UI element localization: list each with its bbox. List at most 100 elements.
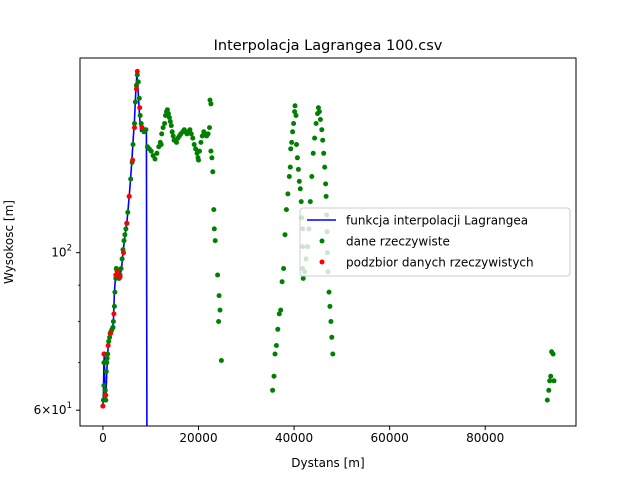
data-point <box>216 319 222 324</box>
data-point <box>270 387 276 393</box>
data-point <box>196 157 201 163</box>
data-point <box>210 169 216 175</box>
chart-title: Interpolacja Lagrangea 100.csv <box>214 38 443 54</box>
data-point <box>136 95 142 101</box>
data-point <box>216 293 222 299</box>
data-point <box>119 256 125 262</box>
data-point <box>212 238 218 244</box>
series-podzbior-danych-rzeczywistych <box>100 68 145 409</box>
data-point <box>117 274 123 280</box>
data-point <box>544 397 550 403</box>
data-point <box>550 351 556 357</box>
data-point <box>307 199 313 205</box>
data-point <box>191 142 197 147</box>
data-point <box>105 343 111 348</box>
legend-marker-swatch <box>319 259 325 265</box>
data-point <box>551 378 557 384</box>
legend-label: funkcja interpolacji Lagrangea <box>346 214 528 228</box>
data-point <box>281 266 287 271</box>
data-point <box>123 226 129 232</box>
data-point <box>130 142 136 147</box>
data-point <box>207 97 213 103</box>
data-point <box>197 148 202 154</box>
data-point <box>112 289 118 295</box>
data-point <box>278 307 284 313</box>
legend-label: dane rzeczywiste <box>346 235 450 249</box>
data-point <box>300 275 306 281</box>
data-point <box>288 146 294 152</box>
data-point <box>154 150 160 156</box>
data-point <box>105 351 111 357</box>
data-point <box>292 109 298 115</box>
data-point <box>170 133 176 139</box>
data-point <box>309 174 315 179</box>
data-point <box>134 68 140 74</box>
data-point <box>143 127 149 133</box>
data-point <box>138 121 144 126</box>
data-point <box>319 127 325 133</box>
data-point <box>108 330 114 336</box>
data-point <box>165 111 171 117</box>
data-point <box>134 72 140 78</box>
data-point <box>548 373 554 379</box>
data-point <box>104 355 110 361</box>
data-point <box>310 150 316 156</box>
data-point <box>326 289 332 295</box>
x-tick-label: 0 <box>99 431 107 445</box>
legend: funkcja interpolacji Lagrangea dane rzecz… <box>299 207 571 277</box>
data-point <box>282 232 288 238</box>
legend-box <box>299 207 571 277</box>
data-point <box>121 250 126 256</box>
data-point <box>295 166 301 172</box>
data-point <box>298 199 304 205</box>
data-point <box>205 131 211 137</box>
data-point <box>124 220 130 226</box>
data-point <box>294 142 299 147</box>
data-point <box>215 272 221 278</box>
x-tick-label: 80000 <box>466 431 504 445</box>
x-tick-label: 60000 <box>371 431 409 445</box>
data-point <box>101 351 107 357</box>
data-point <box>287 164 293 170</box>
data-point <box>271 373 277 379</box>
data-point <box>101 383 107 388</box>
data-point <box>103 392 109 398</box>
data-point <box>107 334 113 340</box>
data-point <box>158 142 164 147</box>
data-point <box>296 178 302 184</box>
data-point <box>159 131 165 137</box>
data-point <box>315 105 321 111</box>
data-point <box>160 125 166 131</box>
data-point <box>110 319 116 324</box>
data-point <box>329 334 335 340</box>
data-point <box>275 326 281 332</box>
data-point <box>166 115 172 120</box>
data-point <box>111 311 117 317</box>
data-point <box>292 103 298 109</box>
data-point <box>293 113 299 118</box>
y-tick-exponent: 1 <box>67 401 72 411</box>
data-point <box>137 113 143 118</box>
data-point <box>103 397 109 403</box>
data-point <box>320 137 326 143</box>
data-point <box>283 207 289 213</box>
data-point <box>148 148 154 154</box>
data-point <box>217 307 223 313</box>
data-point <box>128 176 134 182</box>
legend-label: podzbior danych rzeczywistych <box>346 256 534 270</box>
axes-frame <box>79 57 577 427</box>
y-axis-label: Wysokosc [m] <box>2 200 16 284</box>
data-point <box>547 378 553 384</box>
data-point <box>137 105 143 111</box>
data-point <box>168 123 174 129</box>
data-point <box>286 174 292 179</box>
data-point <box>208 148 214 154</box>
data-point <box>316 109 322 115</box>
data-point <box>125 209 131 215</box>
x-tick-label: 20000 <box>179 431 217 445</box>
data-point <box>135 79 141 85</box>
data-point <box>198 139 204 145</box>
data-point <box>190 135 196 141</box>
